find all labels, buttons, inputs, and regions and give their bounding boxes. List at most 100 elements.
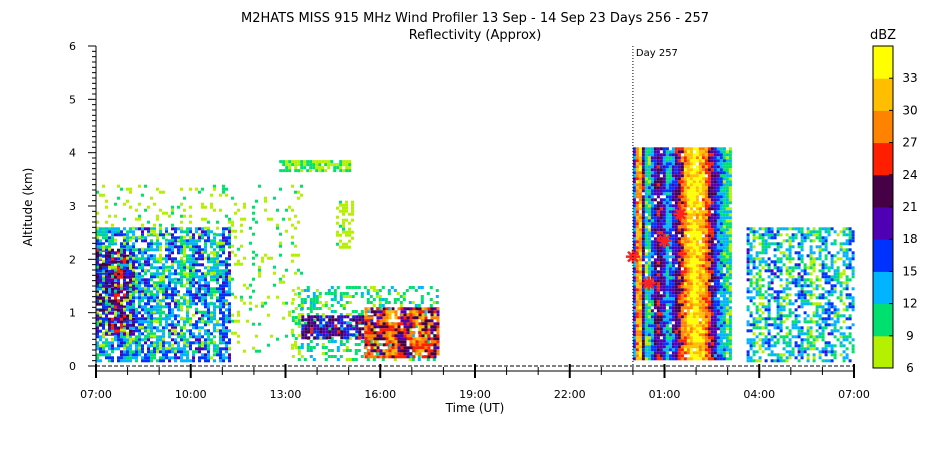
heat-cell [135, 344, 138, 348]
heat-cell [180, 335, 183, 339]
heat-cell [704, 354, 708, 358]
heat-cell [153, 343, 156, 347]
heat-cell [376, 319, 380, 323]
heat-cell [225, 236, 228, 240]
heat-cell [653, 231, 657, 235]
heat-cell [665, 165, 669, 169]
heat-cell [111, 227, 114, 231]
heat-cell [328, 336, 332, 340]
heat-cell [219, 305, 222, 309]
heat-cell [207, 272, 210, 276]
heat-cell [677, 147, 681, 151]
heat-cell [683, 267, 687, 271]
heat-cell [198, 356, 201, 360]
heat-cell [632, 165, 636, 169]
heat-cell [644, 342, 648, 346]
heat-cell [650, 333, 654, 337]
heat-cell [192, 245, 195, 249]
heat-cell [653, 153, 657, 157]
heat-cell [177, 205, 180, 209]
heat-cell [153, 319, 156, 323]
heat-cell [701, 177, 705, 181]
heat-cell [379, 310, 383, 314]
heat-cell [156, 266, 159, 270]
heat-cell [689, 258, 693, 262]
heat-cell [370, 355, 374, 359]
heat-cell [291, 343, 294, 347]
heat-cell [704, 234, 708, 238]
heat-cell [204, 314, 207, 318]
heat-cell [677, 156, 681, 160]
heat-cell [183, 272, 186, 276]
heat-cell [653, 306, 657, 310]
heat-cell [279, 241, 282, 245]
heat-cell [345, 346, 349, 349]
heat-cell [704, 336, 708, 340]
heat-cell [315, 160, 319, 164]
heat-cell [704, 168, 708, 172]
heat-cell [228, 311, 231, 315]
heat-cell [99, 256, 102, 260]
heat-cell [668, 186, 672, 190]
heat-cell [156, 269, 159, 273]
heat-cell [701, 267, 705, 271]
heat-cell [219, 272, 222, 276]
heat-cell [677, 177, 681, 181]
heat-cell [216, 272, 219, 276]
heat-cell [364, 334, 368, 338]
heat-cell [334, 333, 338, 337]
heat-cell [680, 336, 684, 340]
heat-cell [222, 233, 225, 237]
heat-cell [647, 327, 651, 331]
heat-cell [189, 187, 192, 191]
heat-cell [291, 163, 295, 167]
heat-cell [650, 207, 654, 211]
heat-cell [315, 295, 319, 298]
heat-cell [123, 341, 126, 345]
heat-cell [165, 326, 168, 330]
heat-cell [312, 163, 316, 167]
heat-cell [641, 177, 645, 181]
heat-cell [348, 286, 352, 289]
heat-cell [273, 283, 276, 287]
heat-cell [421, 355, 425, 359]
heat-cell [406, 313, 410, 317]
heat-cell [108, 323, 111, 327]
heat-cell [683, 327, 687, 331]
heat-cell [279, 280, 282, 284]
heat-cell [659, 168, 663, 172]
heat-cell [307, 318, 311, 322]
heat-cell [297, 325, 301, 328]
heat-cell [686, 306, 690, 310]
heat-cell [683, 189, 687, 193]
heat-cell [677, 246, 681, 250]
heat-cell [668, 339, 672, 343]
heat-cell [647, 246, 651, 250]
heat-cell [99, 275, 102, 279]
heat-cell [219, 248, 222, 252]
heat-cell [686, 243, 690, 247]
heat-cell [342, 218, 345, 222]
heat-cell [375, 292, 379, 295]
heat-cell [635, 156, 639, 160]
heat-cell [360, 295, 364, 298]
heat-cell [426, 325, 430, 328]
heat-cell [635, 294, 639, 298]
heat-cell [285, 160, 289, 164]
heat-cell [644, 228, 648, 232]
heat-cell [126, 272, 129, 276]
heat-cell [102, 287, 105, 291]
heat-cell [231, 313, 234, 317]
heat-cell [641, 237, 645, 241]
heat-cell [222, 320, 225, 324]
heat-cell [656, 156, 660, 160]
heat-cell [635, 165, 639, 169]
heat-cell [331, 315, 335, 319]
heat-cell [677, 324, 681, 328]
heat-cell [638, 291, 642, 295]
heat-cell [210, 271, 213, 275]
heat-cell [683, 273, 687, 277]
heat-cell [671, 312, 675, 316]
heat-cell [132, 256, 135, 260]
heat-cell [147, 347, 150, 351]
